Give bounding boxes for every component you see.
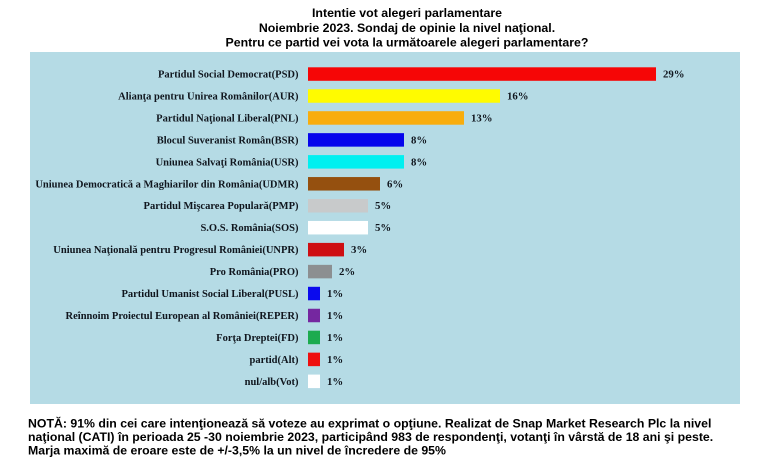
svg-text:Uniunea Naţională pentru Progr: Uniunea Naţională pentru Progresul Român… (53, 245, 299, 256)
svg-text:1%: 1% (327, 288, 343, 300)
svg-text:3%: 3% (351, 244, 367, 256)
svg-text:16%: 16% (507, 90, 529, 102)
svg-text:Reînnoim Proiectul European al: Reînnoim Proiectul European al României(… (66, 311, 299, 322)
svg-text:8%: 8% (411, 156, 427, 168)
svg-text:5%: 5% (375, 222, 391, 234)
svg-text:NOTĂ: 91% din cei care intenţi: NOTĂ: 91% din cei care intenţionează să … (28, 415, 711, 430)
svg-text:5%: 5% (375, 200, 391, 212)
svg-text:Partidul Social Democrat(PSD): Partidul Social Democrat(PSD) (158, 70, 299, 81)
svg-text:1%: 1% (327, 354, 343, 366)
svg-text:Noiembrie 2023. Sondaj de opin: Noiembrie 2023. Sondaj de opinie la nive… (259, 21, 555, 35)
svg-text:1%: 1% (327, 310, 343, 322)
svg-text:Intentie vot alegeri parlament: Intentie vot alegeri parlamentare (312, 6, 502, 20)
svg-text:Partidul Umanist Social Libera: Partidul Umanist Social Liberal(PUSL) (121, 289, 299, 300)
svg-text:Pentru ce partid vei vota la u: Pentru ce partid vei vota la următoarele… (226, 36, 589, 50)
svg-text:S.O.S. România(SOS): S.O.S. România(SOS) (200, 223, 299, 234)
svg-text:Uniunea Salvaţi România(USR): Uniunea Salvaţi România(USR) (156, 157, 299, 168)
svg-text:1%: 1% (327, 332, 343, 344)
svg-text:Uniunea Democratică a Maghiari: Uniunea Democratică a Maghiarilor din Ro… (35, 179, 299, 190)
svg-text:naţional (CATI) în perioada 25: naţional (CATI) în perioada 25 -30 noiem… (28, 430, 713, 444)
svg-text:Partidul Naţional Liberal(PNL): Partidul Naţional Liberal(PNL) (156, 113, 299, 124)
svg-text:29%: 29% (663, 69, 685, 81)
svg-text:Alianţa pentru Unirea Românilo: Alianţa pentru Unirea Românilor(AUR) (118, 91, 299, 102)
svg-text:Partidul Mişcarea Populară(PMP: Partidul Mişcarea Populară(PMP) (144, 201, 299, 212)
svg-text:nul/alb(Vot): nul/alb(Vot) (245, 377, 299, 388)
svg-text:Forţa Dreptei(FD): Forţa Dreptei(FD) (216, 333, 299, 344)
svg-text:partid(Alt): partid(Alt) (250, 355, 299, 366)
svg-text:1%: 1% (327, 376, 343, 388)
svg-text:8%: 8% (411, 134, 427, 146)
svg-text:13%: 13% (471, 112, 493, 124)
svg-text:Marja maximă de eroare este de: Marja maximă de eroare este de +/-3,5% l… (28, 444, 446, 458)
svg-text:2%: 2% (339, 266, 355, 278)
svg-text:Pro România(PRO): Pro România(PRO) (210, 267, 299, 278)
svg-text:Blocul Suveranist Român(BSR): Blocul Suveranist Român(BSR) (157, 135, 299, 146)
svg-text:6%: 6% (387, 178, 403, 190)
